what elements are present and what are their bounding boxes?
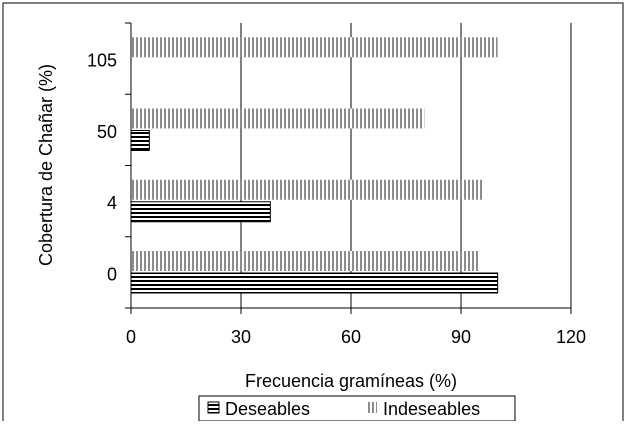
axes xyxy=(125,22,572,314)
legend-swatch-indeseables xyxy=(366,402,377,413)
legend-label-indeseables: Indeseables xyxy=(383,399,480,419)
x-tick-label-60: 60 xyxy=(341,327,361,347)
x-axis-title: Frecuencia gramíneas (%) xyxy=(245,371,457,391)
bar-indeseables-0 xyxy=(131,251,480,271)
bar-deseables-0 xyxy=(130,272,499,294)
y-tick-label-0: 0 xyxy=(107,264,117,284)
legend: Deseables Indeseables xyxy=(198,395,516,422)
bars xyxy=(130,37,499,294)
x-tick-label-0: 0 xyxy=(126,327,136,347)
tick-labels: 0 30 60 90 120 0 4 50 105 xyxy=(87,51,586,347)
legend-label-deseables: Deseables xyxy=(225,399,310,419)
bar-indeseables-4 xyxy=(131,179,483,200)
x-tick-label-30: 30 xyxy=(231,327,251,347)
y-tick-label-105: 105 xyxy=(87,51,117,71)
x-tick-label-120: 120 xyxy=(556,327,586,347)
bar-indeseables-50 xyxy=(131,108,425,129)
x-tick-label-90: 90 xyxy=(451,327,471,347)
bar-deseables-4 xyxy=(130,201,271,223)
bar-indeseables-105 xyxy=(131,37,498,58)
bar-deseables-50 xyxy=(130,130,150,151)
y-tick-label-4: 4 xyxy=(107,193,117,213)
legend-swatch-deseables xyxy=(207,401,220,414)
y-tick-label-50: 50 xyxy=(97,122,117,142)
y-axis-title: Cobertura de Chañar (%) xyxy=(36,64,56,266)
legend-box xyxy=(198,395,516,422)
outer-frame xyxy=(2,2,624,421)
